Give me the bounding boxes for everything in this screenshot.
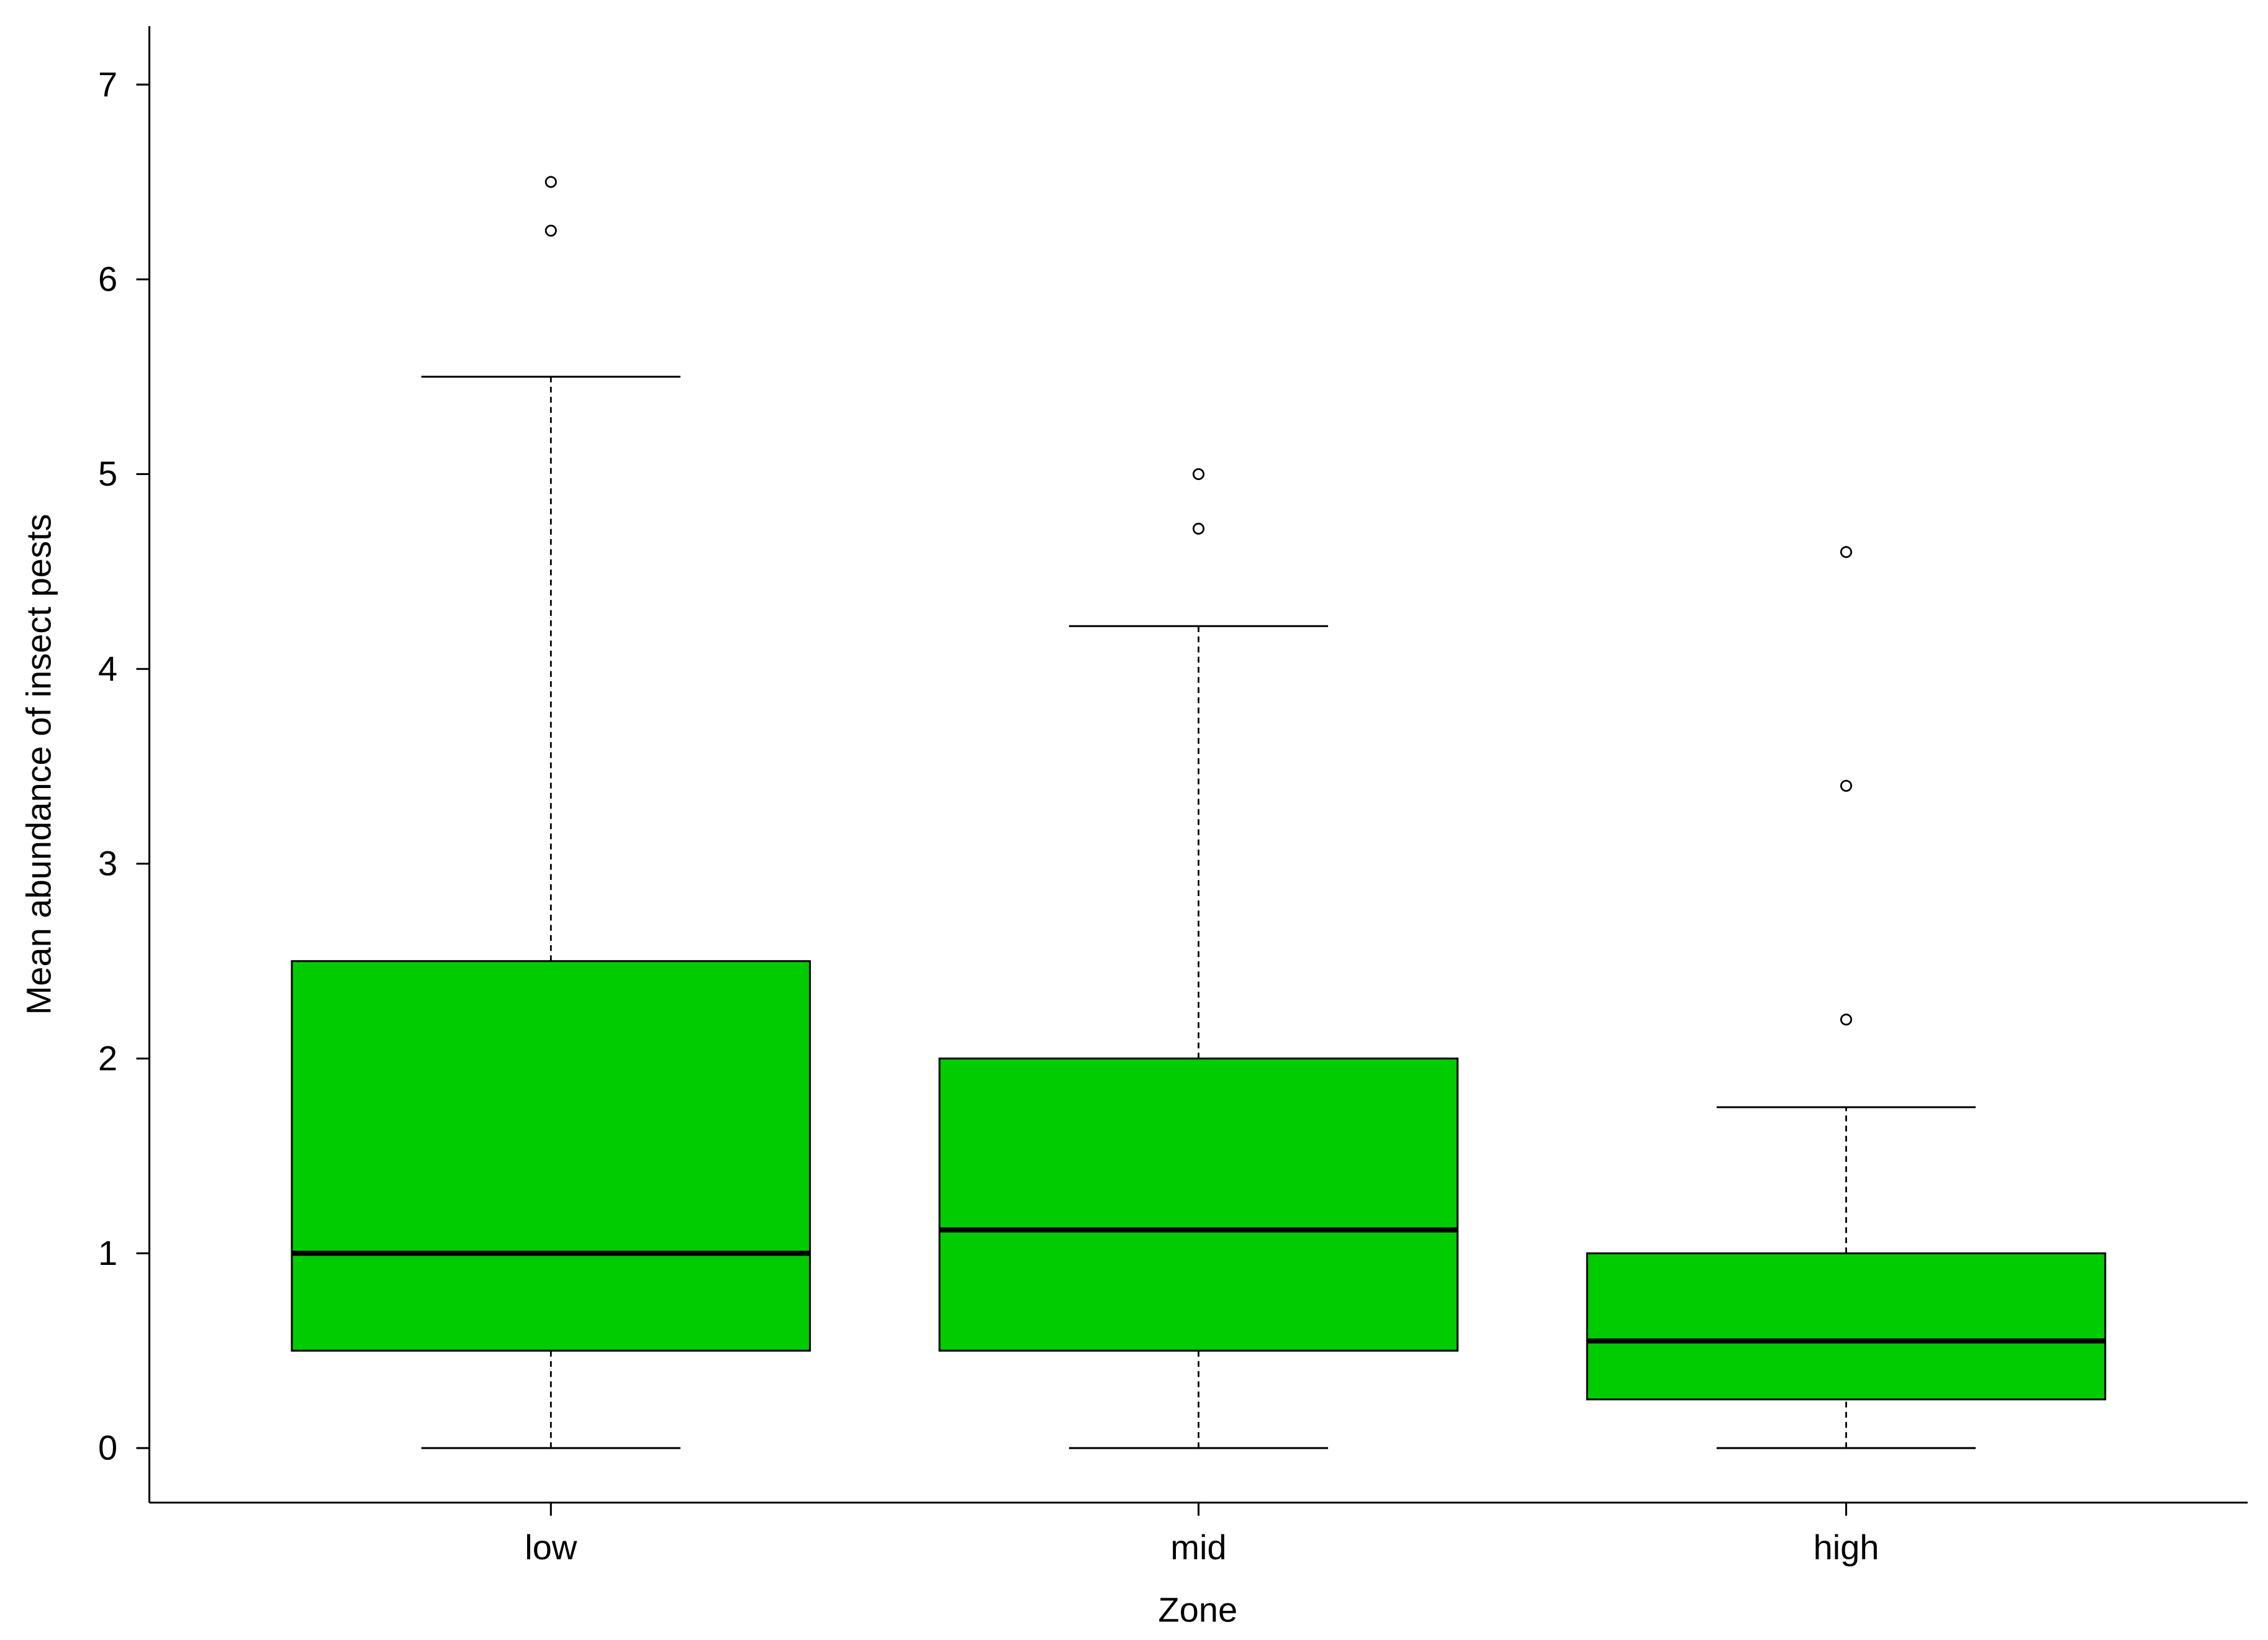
x-axis-label: Zone <box>1158 1590 1237 1629</box>
outlier <box>1840 546 1853 558</box>
x-tick-label: high <box>1814 1528 1879 1567</box>
x-tick-label: mid <box>1170 1528 1226 1567</box>
outlier <box>1840 779 1853 792</box>
x-tick-label: low <box>525 1528 577 1567</box>
outlier <box>1840 1013 1853 1026</box>
box <box>1586 1252 2107 1401</box>
outlier <box>1192 522 1205 535</box>
y-tick-label: 7 <box>98 65 117 104</box>
outlier <box>544 176 557 188</box>
y-tick-label: 2 <box>98 1038 117 1077</box>
y-tick-label: 0 <box>98 1428 117 1467</box>
box <box>291 960 811 1352</box>
y-tick-label: 5 <box>98 454 117 493</box>
y-axis-label: Mean abundance of insect pests <box>19 514 58 1015</box>
outlier <box>544 224 557 237</box>
y-tick-label: 6 <box>98 260 117 299</box>
y-tick-label: 3 <box>98 844 117 883</box>
y-tick-label: 1 <box>98 1233 117 1272</box>
box <box>938 1058 1459 1352</box>
outlier <box>1192 468 1205 481</box>
y-tick-label: 4 <box>98 649 117 688</box>
